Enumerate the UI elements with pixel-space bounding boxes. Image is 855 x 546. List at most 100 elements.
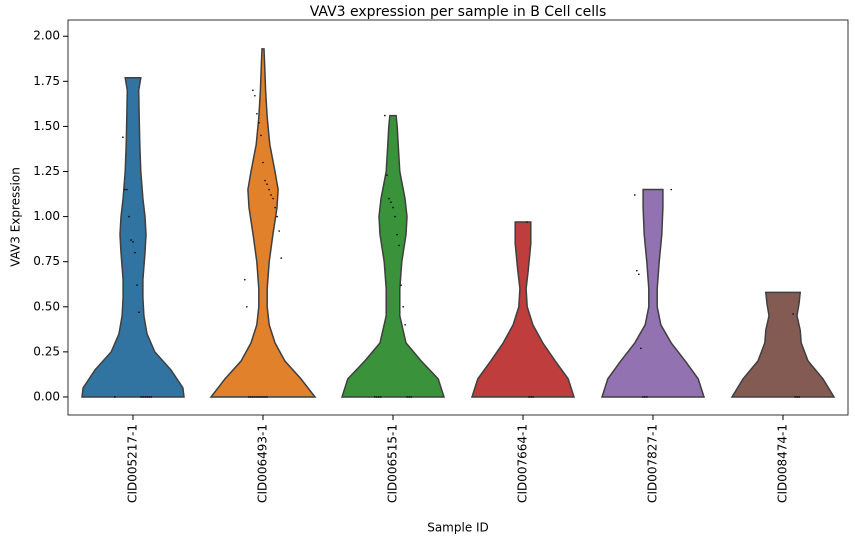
data-point xyxy=(386,174,388,176)
data-point xyxy=(256,396,258,398)
data-point xyxy=(148,396,150,398)
data-point xyxy=(400,284,402,286)
data-point xyxy=(144,396,146,398)
data-point xyxy=(404,324,406,326)
violin xyxy=(340,114,446,398)
data-point xyxy=(114,396,116,398)
data-point xyxy=(378,396,380,398)
data-point xyxy=(274,206,276,209)
x-tick-label: CID006493-1 xyxy=(256,424,270,503)
data-point xyxy=(258,122,260,124)
data-point xyxy=(250,396,252,398)
data-point xyxy=(136,284,138,286)
violin xyxy=(209,48,317,398)
data-point xyxy=(530,396,532,398)
y-tick-label: 2.00 xyxy=(33,29,60,43)
data-point xyxy=(134,251,136,254)
data-point xyxy=(280,257,283,259)
data-point xyxy=(670,188,672,191)
data-point xyxy=(150,396,152,398)
x-axis-label: Sample ID xyxy=(427,521,489,535)
data-point xyxy=(634,194,636,196)
x-tick-label: CID008474-1 xyxy=(776,424,790,503)
data-point xyxy=(792,313,794,315)
data-point xyxy=(270,194,272,196)
data-point xyxy=(124,188,126,191)
data-point xyxy=(132,241,134,243)
x-tick-label: CID007664-1 xyxy=(516,424,530,503)
data-point xyxy=(258,396,260,398)
data-point xyxy=(642,396,644,398)
data-point xyxy=(402,305,404,308)
x-tick-label: CID007827-1 xyxy=(646,424,660,503)
data-point xyxy=(122,136,124,139)
data-point xyxy=(796,396,798,398)
y-axis-label: VAV3 Expression xyxy=(9,167,23,267)
data-point xyxy=(256,112,258,115)
data-point xyxy=(266,183,268,185)
y-tick-label: 0.00 xyxy=(33,389,60,403)
data-point xyxy=(252,89,254,92)
data-point xyxy=(246,305,248,308)
y-tick-label: 1.50 xyxy=(33,119,60,133)
data-point xyxy=(260,134,262,137)
data-point xyxy=(264,396,266,398)
data-point xyxy=(142,396,144,398)
y-tick-label: 0.50 xyxy=(33,299,60,313)
data-point xyxy=(254,396,256,398)
y-tick-label: 0.25 xyxy=(33,344,60,358)
data-point xyxy=(126,188,128,191)
data-point xyxy=(394,215,396,218)
data-point xyxy=(526,221,528,223)
data-point xyxy=(636,269,638,272)
data-point xyxy=(278,230,280,232)
data-point xyxy=(262,396,264,398)
data-point xyxy=(638,273,640,276)
violin xyxy=(470,221,576,398)
y-tick-label: 1.75 xyxy=(33,74,60,88)
data-point xyxy=(244,278,246,281)
data-point xyxy=(392,206,394,209)
data-point xyxy=(262,161,264,164)
y-tick-label: 0.75 xyxy=(33,254,60,268)
data-point xyxy=(138,311,140,313)
data-point xyxy=(410,396,413,398)
data-point xyxy=(374,396,376,398)
data-point xyxy=(398,244,400,247)
data-point xyxy=(528,396,530,398)
data-point xyxy=(252,396,254,398)
y-tick-label: 1.25 xyxy=(33,164,60,178)
data-point xyxy=(128,215,130,218)
data-point xyxy=(268,188,270,191)
data-point xyxy=(646,396,648,398)
violin xyxy=(81,76,185,398)
x-tick-label: CID006515-1 xyxy=(386,424,400,503)
chart-title: VAV3 expression per sample in B Cell cel… xyxy=(310,4,607,20)
data-point xyxy=(798,396,800,398)
data-point xyxy=(406,396,408,398)
data-point xyxy=(248,396,250,398)
plot-frame xyxy=(67,19,849,416)
y-tick-label: 1.00 xyxy=(33,209,60,223)
data-point xyxy=(794,396,796,398)
violin xyxy=(600,188,706,398)
data-point xyxy=(266,396,268,398)
data-point xyxy=(532,396,534,398)
data-point xyxy=(388,197,390,200)
data-point xyxy=(396,233,398,236)
data-point xyxy=(254,94,256,97)
violin xyxy=(730,291,836,398)
data-point xyxy=(644,396,646,398)
data-point xyxy=(272,197,274,200)
data-point xyxy=(146,396,148,398)
data-point xyxy=(130,239,132,241)
data-point xyxy=(390,201,392,203)
data-point xyxy=(140,396,142,398)
data-point xyxy=(384,114,386,117)
data-point xyxy=(408,396,410,398)
data-point xyxy=(380,396,382,398)
data-point xyxy=(640,347,642,350)
data-point xyxy=(260,396,262,398)
data-point xyxy=(376,396,378,398)
